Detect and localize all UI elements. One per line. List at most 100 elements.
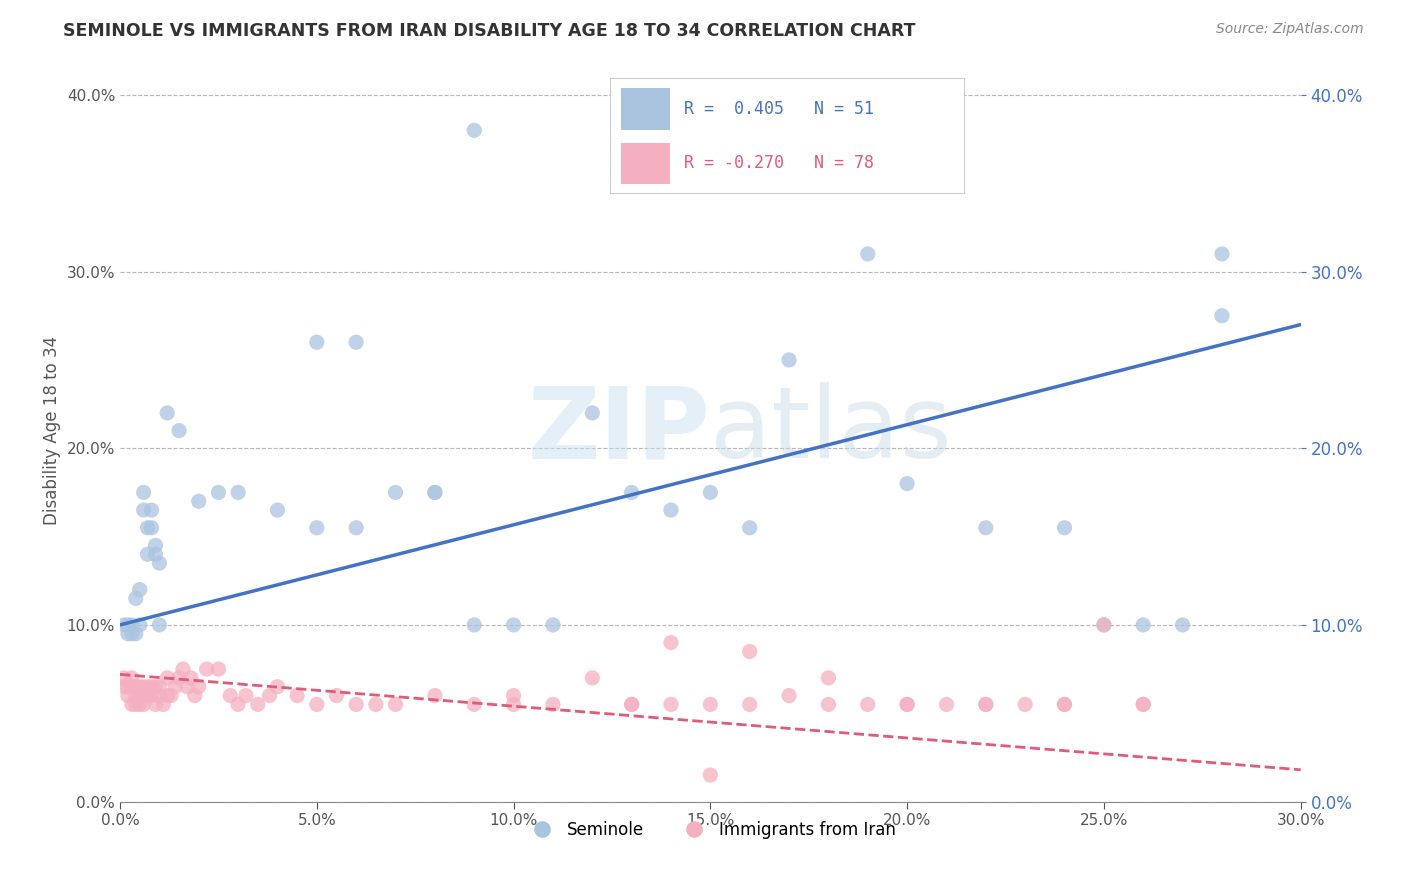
Point — [152, 698, 174, 712]
Point — [699, 485, 721, 500]
Point — [141, 521, 163, 535]
Point — [384, 485, 406, 500]
Point — [148, 689, 170, 703]
Point — [156, 689, 179, 703]
Point — [160, 689, 183, 703]
Point — [541, 698, 564, 712]
Point — [581, 406, 603, 420]
Point — [817, 671, 839, 685]
Point — [974, 521, 997, 535]
Point — [165, 680, 187, 694]
Point — [1092, 618, 1115, 632]
Point — [1053, 521, 1076, 535]
Point — [1053, 698, 1076, 712]
Point — [856, 698, 879, 712]
Point — [1053, 698, 1076, 712]
Point — [738, 644, 761, 658]
Point — [817, 698, 839, 712]
Point — [699, 698, 721, 712]
Point — [620, 698, 643, 712]
Point — [132, 698, 155, 712]
Point — [699, 768, 721, 782]
Point — [502, 689, 524, 703]
Point — [207, 485, 229, 500]
Point — [1211, 247, 1233, 261]
Point — [659, 698, 682, 712]
Point — [246, 698, 269, 712]
Point — [121, 680, 143, 694]
Point — [305, 335, 328, 350]
Point — [125, 698, 148, 712]
Text: ZIP: ZIP — [527, 382, 710, 479]
Point — [136, 521, 159, 535]
Point — [132, 689, 155, 703]
Legend: Seminole, Immigrants from Iran: Seminole, Immigrants from Iran — [519, 814, 903, 846]
Point — [463, 698, 485, 712]
Point — [502, 618, 524, 632]
Point — [344, 335, 367, 350]
Point — [659, 503, 682, 517]
Point — [620, 698, 643, 712]
Point — [112, 671, 135, 685]
Point — [285, 689, 308, 703]
Point — [125, 680, 148, 694]
Point — [738, 698, 761, 712]
Text: Source: ZipAtlas.com: Source: ZipAtlas.com — [1216, 22, 1364, 37]
Point — [117, 618, 139, 632]
Point — [132, 503, 155, 517]
Point — [156, 406, 179, 420]
Point — [266, 503, 288, 517]
Point — [1014, 698, 1036, 712]
Point — [132, 485, 155, 500]
Point — [136, 680, 159, 694]
Y-axis label: Disability Age 18 to 34: Disability Age 18 to 34 — [44, 336, 60, 525]
Text: atlas: atlas — [710, 382, 952, 479]
Point — [235, 689, 257, 703]
Point — [423, 485, 446, 500]
Point — [172, 662, 194, 676]
Point — [896, 698, 918, 712]
Point — [463, 123, 485, 137]
Point — [778, 689, 800, 703]
Point — [384, 698, 406, 712]
Point — [659, 635, 682, 649]
Point — [344, 698, 367, 712]
Point — [1092, 618, 1115, 632]
Point — [778, 353, 800, 368]
Point — [226, 485, 249, 500]
Point — [974, 698, 997, 712]
Point — [187, 680, 209, 694]
Point — [364, 698, 387, 712]
Point — [1132, 698, 1154, 712]
Point — [121, 698, 143, 712]
Point — [896, 698, 918, 712]
Point — [1171, 618, 1194, 632]
Point — [344, 521, 367, 535]
Point — [305, 698, 328, 712]
Point — [187, 494, 209, 508]
Point — [145, 680, 167, 694]
Point — [738, 521, 761, 535]
Point — [145, 698, 167, 712]
Point — [121, 671, 143, 685]
Point — [305, 521, 328, 535]
Point — [423, 485, 446, 500]
Point — [1132, 698, 1154, 712]
Point — [132, 680, 155, 694]
Point — [121, 618, 143, 632]
Point — [167, 671, 190, 685]
Point — [125, 626, 148, 640]
Point — [156, 671, 179, 685]
Point — [125, 591, 148, 606]
Point — [145, 547, 167, 561]
Point — [541, 618, 564, 632]
Point — [128, 618, 150, 632]
Point — [141, 503, 163, 517]
Point — [935, 698, 957, 712]
Point — [266, 680, 288, 694]
Point — [1132, 618, 1154, 632]
Point — [112, 618, 135, 632]
Point — [463, 618, 485, 632]
Point — [620, 485, 643, 500]
Point — [148, 618, 170, 632]
